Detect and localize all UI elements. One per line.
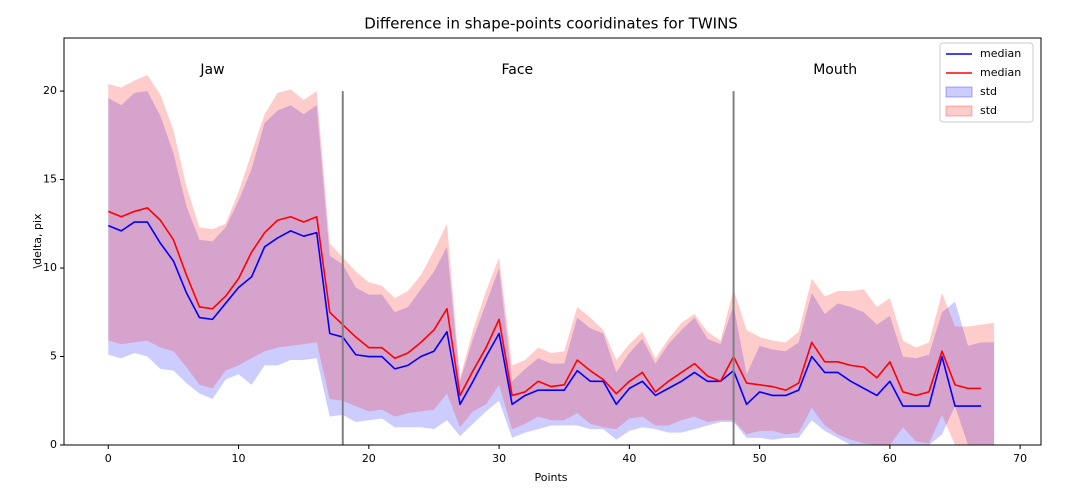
- legend-box: [939, 42, 1034, 123]
- x-tick-label: 40: [622, 452, 636, 465]
- x-tick-label: 0: [105, 452, 112, 465]
- y-tick-label: 10: [43, 261, 57, 274]
- std-band: [108, 91, 995, 445]
- section-label: Mouth: [813, 62, 857, 78]
- legend-label: median: [980, 66, 1021, 79]
- median-line: [107, 221, 982, 407]
- x-tick-label: 50: [753, 452, 767, 465]
- x-tick-label: 60: [883, 452, 897, 465]
- plot-area: [107, 75, 995, 445]
- legend-swatch: [945, 105, 973, 117]
- y-tick-label: 15: [43, 173, 57, 186]
- y-tick-label: 5: [50, 350, 57, 363]
- legend-label: std: [980, 85, 997, 98]
- legend-label: std: [980, 104, 997, 117]
- section-label: Face: [501, 62, 533, 78]
- y-tick-label: 20: [43, 84, 57, 97]
- y-axis-label: \delta, pix: [31, 213, 44, 269]
- x-tick-label: 30: [492, 452, 506, 465]
- std-band: [108, 75, 995, 445]
- x-tick-label: 20: [362, 452, 376, 465]
- y-tick-label: 0: [50, 438, 57, 451]
- x-axis-label: Points: [534, 471, 567, 484]
- x-tick-label: 70: [1013, 452, 1027, 465]
- chart-title: Difference in shape-points cooridinates …: [364, 15, 738, 33]
- axes-frame: [63, 37, 1042, 446]
- x-tick-label: 10: [232, 452, 246, 465]
- legend-label: median: [980, 47, 1021, 60]
- median-line: [107, 207, 982, 397]
- legend-swatch: [945, 86, 973, 98]
- section-label: Jaw: [199, 62, 224, 78]
